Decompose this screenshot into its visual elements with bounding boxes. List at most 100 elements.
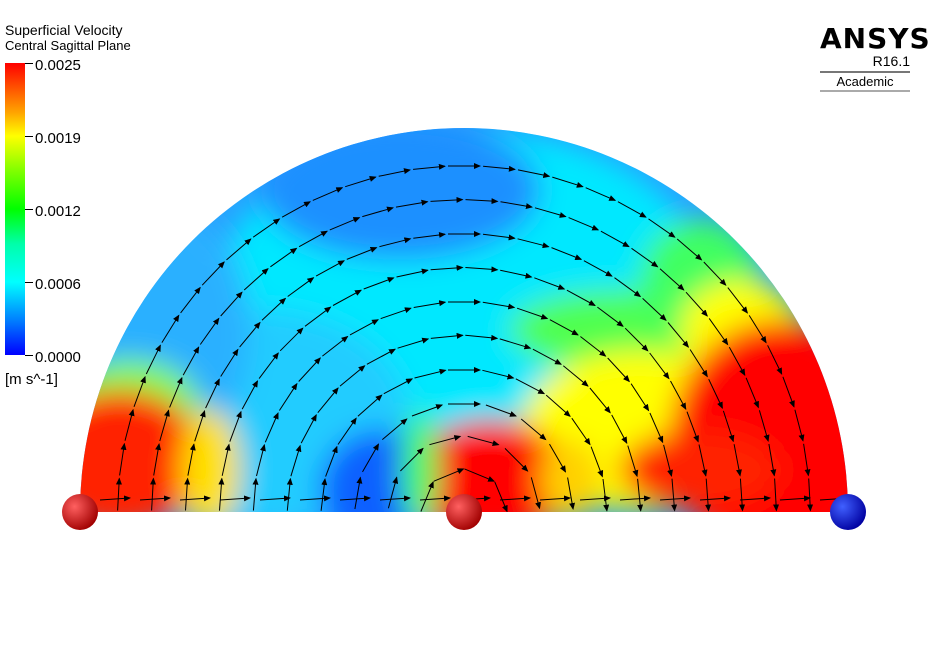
velocity-arrow [329, 217, 361, 231]
velocity-arrow [733, 444, 742, 477]
velocity-arrow [420, 480, 434, 512]
velocity-arrow [663, 444, 673, 477]
velocity-arrow [499, 495, 531, 502]
velocity-arrow [354, 476, 363, 510]
velocity-arrow [259, 495, 291, 502]
velocity-arrow [649, 352, 670, 380]
velocity-arrow [590, 446, 604, 478]
velocity-arrow [159, 409, 170, 442]
velocity-arrow [517, 238, 550, 249]
velocity-arrow [229, 410, 242, 442]
velocity-arrow [532, 348, 562, 365]
velocity-arrow [150, 477, 157, 511]
velocity-arrow [567, 477, 576, 510]
velocity-arrow [517, 169, 551, 179]
scale-tick [25, 355, 33, 356]
velocity-arrow [430, 196, 464, 203]
velocity-arrow [571, 417, 591, 446]
velocity-arrow [627, 445, 639, 478]
velocity-arrow [648, 218, 676, 238]
velocity-arrow [312, 187, 344, 201]
velocity-arrow [803, 443, 811, 477]
velocity-arrow [226, 238, 252, 261]
color-scale-bar [5, 63, 25, 355]
velocity-arrow [363, 277, 395, 290]
velocity-arrow [482, 369, 515, 380]
velocity-arrow [298, 357, 321, 382]
scale-label-2: 0.0019 [35, 130, 81, 147]
velocity-arrow [602, 478, 610, 512]
velocity-arrow [568, 217, 600, 231]
scale-tick [25, 136, 33, 137]
velocity-arrow [727, 287, 749, 314]
velocity-arrow [179, 495, 211, 502]
velocity-arrow [773, 478, 780, 512]
velocity-arrow [397, 337, 430, 349]
velocity-arrow [698, 444, 708, 477]
velocity-arrow [239, 321, 261, 348]
velocity-arrow [414, 368, 447, 379]
velocity-arrow [320, 478, 328, 511]
velocity-arrow [182, 346, 200, 376]
velocity-arrow [205, 378, 220, 409]
velocity-arrow [670, 380, 687, 410]
scale-tick [25, 63, 33, 64]
velocity-arrow [395, 199, 429, 208]
velocity-arrow [562, 365, 589, 387]
scale-tick [25, 282, 33, 283]
velocity-arrow [413, 300, 447, 308]
velocity-arrow [252, 218, 281, 238]
velocity-arrow [520, 418, 547, 441]
scale-label-min: 0.0000 [35, 349, 81, 366]
velocity-arrow [782, 376, 795, 408]
velocity-arrow [115, 477, 122, 511]
legend-title: Superficial Velocity [5, 22, 123, 38]
velocity-arrow [504, 448, 529, 472]
left-sphere [62, 494, 98, 530]
velocity-arrow [300, 414, 317, 444]
velocity-arrow [619, 495, 651, 502]
velocity-arrow [221, 443, 231, 476]
velocity-arrow [767, 345, 783, 375]
velocity-arrow [631, 247, 659, 268]
velocity-arrow [400, 447, 424, 472]
velocity-arrow [304, 306, 332, 327]
velocity-arrow [218, 477, 225, 511]
velocity-arrow [580, 336, 607, 357]
velocity-arrow [739, 478, 746, 512]
velocity-arrow [133, 375, 146, 407]
velocity-arrow [549, 319, 579, 336]
velocity-arrow [500, 269, 533, 279]
velocity-arrow [161, 314, 180, 343]
velocity-arrow [551, 247, 583, 260]
velocity-arrow [349, 319, 379, 336]
velocity-arrow [264, 412, 279, 443]
velocity-arrow [380, 307, 412, 320]
velocity-arrow [728, 346, 746, 376]
velocity-arrow [378, 168, 411, 177]
velocity-arrow [722, 410, 735, 443]
right-sphere [830, 494, 866, 530]
legend-subtitle: Central Sagittal Plane [5, 38, 131, 53]
velocity-arrow [184, 477, 191, 511]
velocity-arrow [366, 348, 396, 365]
velocity-arrow [298, 230, 328, 248]
velocity-arrow [534, 207, 567, 218]
velocity-arrow [464, 468, 496, 482]
velocity-arrow [649, 412, 664, 444]
velocity-arrow [515, 378, 546, 395]
velocity-arrow [430, 332, 464, 339]
velocity-arrow [362, 206, 394, 218]
velocity-arrow [545, 394, 571, 417]
velocity-arrow [703, 261, 727, 286]
velocity-arrow [413, 163, 446, 170]
velocity-arrow [278, 382, 298, 411]
velocity-arrow [322, 335, 349, 357]
velocity-arrow [220, 291, 243, 317]
velocity-arrow [220, 348, 239, 377]
velocity-arrow [516, 307, 549, 320]
velocity-arrow [345, 176, 377, 188]
center-sphere [446, 494, 482, 530]
scale-label-max: 0.0025 [35, 57, 81, 74]
velocity-arrow [396, 268, 429, 278]
